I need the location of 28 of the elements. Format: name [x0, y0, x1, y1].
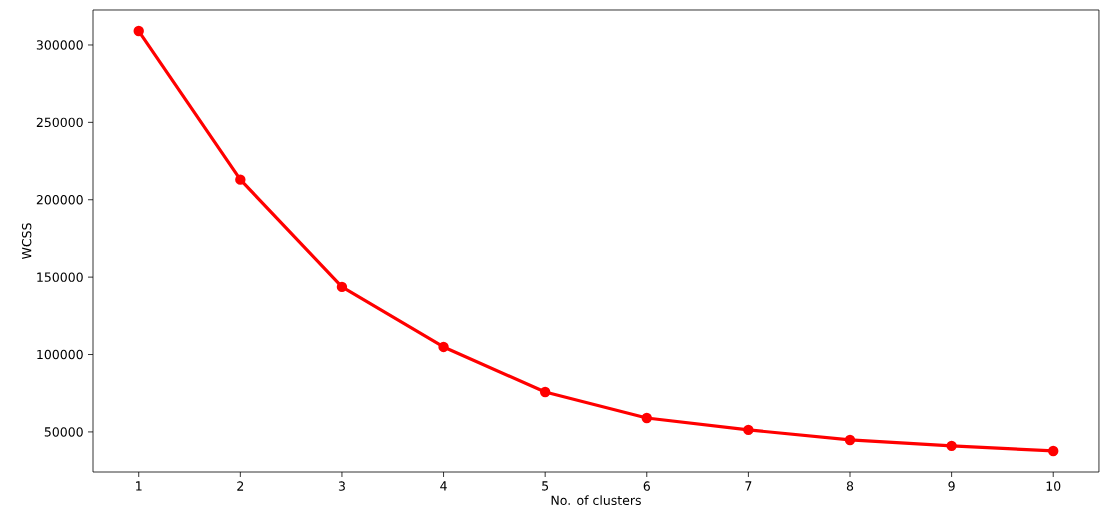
y-axis-title: WCSS: [21, 223, 32, 260]
x-tick-label: 3: [338, 481, 345, 491]
x-tick-label: 1: [136, 481, 142, 491]
point: [946, 440, 957, 452]
point: [133, 25, 144, 37]
x-tick-label: 8: [846, 481, 854, 491]
point: [641, 412, 652, 424]
x-tick-label: 10: [1046, 481, 1061, 491]
point: [1048, 445, 1059, 457]
y-tick-label: 150000: [37, 272, 83, 282]
point: [743, 424, 754, 436]
x-tick-label: 2: [237, 481, 244, 491]
point: [235, 174, 246, 185]
x-tick-label: 4: [440, 481, 447, 491]
y-tick-label: 250000: [36, 117, 83, 128]
x-tick-label: 9: [948, 481, 955, 491]
point: [336, 281, 348, 293]
y-tick-label: 100000: [37, 349, 83, 360]
point: [539, 386, 551, 398]
x-tick-label: 7: [745, 481, 752, 491]
y-tick-label: 200000: [36, 195, 83, 205]
point: [438, 341, 449, 353]
y-tick-label: 50000: [44, 427, 83, 437]
y-tick-label: 300000: [36, 40, 83, 50]
x-tick-label: 5: [542, 481, 549, 491]
x-tick-label: 6: [643, 481, 650, 491]
x-axis-title: No. of clusters: [551, 495, 641, 506]
point: [844, 434, 856, 446]
